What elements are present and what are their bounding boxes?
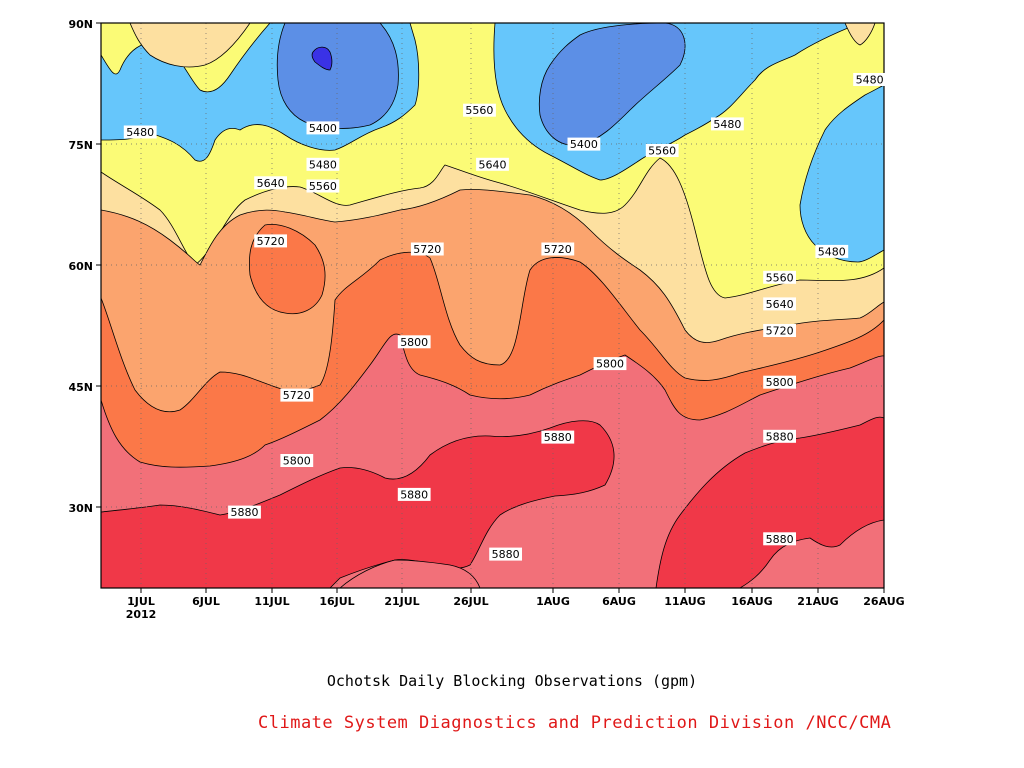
contour-label-background	[763, 375, 796, 389]
contour-label-background	[645, 144, 679, 157]
contour-value-label: 5720	[283, 389, 311, 402]
y-tick-label: 60N	[68, 260, 93, 273]
band-5480-5560-right	[799, 84, 884, 263]
y-tick-label: 30N	[68, 502, 93, 515]
contour-value-label: 5800	[283, 455, 311, 468]
contour-value-label: 5720	[766, 325, 794, 338]
contour-value-label: 5400	[309, 122, 337, 135]
y-tick-label: 45N	[68, 381, 93, 394]
contour-label-background	[463, 103, 496, 117]
x-tick-label: 16JUL	[319, 595, 354, 608]
contour-label-background	[476, 157, 509, 171]
contour-label-background	[763, 297, 796, 311]
contour-value-label: 5480	[818, 245, 846, 258]
contour-labels: 5480 5400 5480 5560 5640 5720 5560 5640 5720 5800…	[123, 73, 886, 561]
contour-value-label: 5560	[648, 145, 676, 158]
x-tick-label: 11JUL	[254, 595, 289, 608]
contour-label-background	[567, 137, 601, 151]
contour-label-background	[306, 179, 340, 193]
contour-value-label: 5880	[544, 431, 572, 444]
x-tick-label: 26JUL	[453, 595, 488, 608]
contour-label-background	[763, 429, 796, 443]
band-5880-center-bottom	[339, 559, 481, 588]
contour-value-label: 5560	[766, 271, 794, 284]
contour-label-background	[280, 454, 314, 467]
x-axis-labels: 1JUL 2012 6JUL 11JUL 16JUL 21JUL 26JUL 1…	[126, 595, 905, 621]
contour-value-label: 5880	[400, 488, 428, 501]
x-tick-label: 11AUG	[664, 595, 705, 608]
island-5560-5640-left	[129, 23, 251, 68]
chart-subtitle: Climate System Diagnostics and Predictio…	[258, 713, 892, 733]
band-5400-5480-left	[276, 23, 399, 129]
contour-value-label: 5880	[766, 533, 794, 546]
contour-value-label: 5640	[766, 298, 794, 311]
contour-value-label: 5480	[856, 74, 884, 87]
contour-label-background	[397, 335, 431, 349]
contour-label-background	[593, 357, 627, 371]
contour-label-background	[123, 125, 157, 139]
y-axis-labels: 90N 75N 60N 45N 30N	[68, 18, 93, 515]
x-tick-label: 16AUG	[731, 595, 772, 608]
contour-label-background	[397, 487, 431, 501]
contour-label-background	[815, 244, 849, 258]
core-below-5400	[311, 46, 333, 71]
contour-label-background	[763, 324, 796, 337]
contour-label-background	[280, 388, 314, 402]
contour-value-label: 5880	[231, 506, 259, 519]
contour-label-background	[306, 121, 340, 135]
x-tick-label: 21AUG	[797, 595, 838, 608]
contour-label-background	[853, 73, 886, 86]
x-tick-label: 26AUG	[863, 595, 904, 608]
tick-marks	[96, 22, 885, 593]
contour-label-background	[306, 157, 340, 171]
y-tick-label: 75N	[68, 139, 93, 152]
contour-value-label: 5800	[596, 358, 624, 371]
x-tick-label: 6AUG	[602, 595, 636, 608]
contour-value-label: 5560	[465, 104, 493, 117]
contour-label-background	[763, 270, 796, 284]
contour-value-label: 5560	[309, 180, 337, 193]
contour-value-label: 5800	[400, 336, 428, 349]
contour-value-label: 5880	[492, 548, 520, 561]
contour-value-label: 5480	[309, 158, 337, 171]
chart-title: Ochotsk Daily Blocking Observations (gpm…	[326, 672, 698, 690]
contour-label-background	[541, 242, 575, 256]
island-top-right	[844, 23, 876, 46]
contour-value-label: 5720	[257, 235, 285, 248]
contour-label-background	[254, 176, 287, 190]
contour-label-background	[711, 117, 744, 131]
x-tick-label: 21JUL	[384, 595, 419, 608]
contour-value-label: 5720	[544, 243, 572, 256]
plot-frame	[100, 22, 885, 589]
contour-label-background	[254, 234, 287, 248]
contour-label-background	[489, 547, 522, 561]
contour-value-label: 5800	[766, 376, 794, 389]
contour-label-background	[410, 242, 444, 256]
contour-value-label: 5880	[766, 430, 794, 443]
contour-value-label: 5640	[479, 158, 507, 171]
y-tick-label: 90N	[68, 18, 93, 31]
contour-label-background	[763, 532, 796, 546]
x-tick-label: 6JUL	[192, 595, 220, 608]
contour-value-label: 5640	[257, 177, 285, 190]
x-tick-label: 1JUL	[127, 595, 155, 608]
contour-label-background	[541, 430, 575, 444]
x-tick-label: 1AUG	[536, 595, 570, 608]
x-year-label: 2012	[126, 608, 157, 621]
contour-value-label: 5720	[413, 243, 441, 256]
contour-value-label: 5400	[570, 138, 598, 151]
contour-label-background	[228, 505, 261, 519]
contour-value-label: 5480	[126, 126, 154, 139]
contour-value-label: 5480	[713, 118, 741, 131]
